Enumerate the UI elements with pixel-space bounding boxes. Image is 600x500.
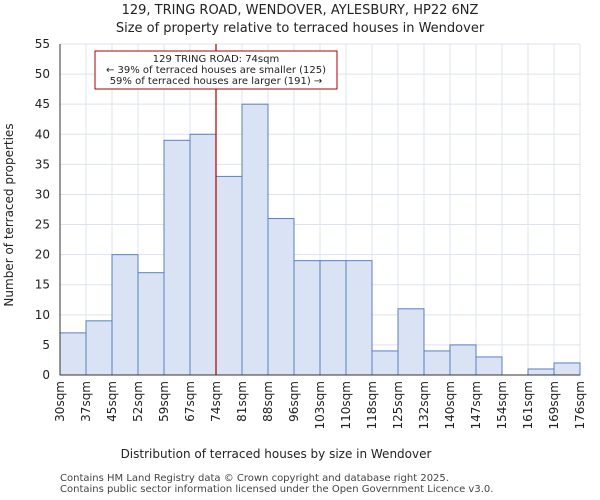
bar-161sqm	[527, 368, 555, 376]
y-axis-label: Number of terraced properties	[2, 123, 16, 306]
x-tick-label: 45sqm	[105, 381, 119, 422]
y-tick-label: 15	[35, 278, 50, 292]
bar-67sqm	[189, 133, 217, 376]
x-tick-label: 30sqm	[53, 381, 67, 422]
chart-subtitle: Size of property relative to terraced ho…	[115, 21, 485, 36]
bar-45sqm	[111, 254, 139, 376]
bar-125sqm	[397, 308, 425, 376]
y-tick-label: 45	[35, 97, 50, 111]
bar-118sqm	[371, 350, 399, 376]
chart-title: 129, TRING ROAD, WENDOVER, AYLESBURY, HP…	[121, 3, 479, 18]
bars	[59, 103, 581, 376]
x-tick-label: 110sqm	[339, 381, 353, 429]
x-tick-label: 140sqm	[443, 381, 457, 429]
x-tick-label: 103sqm	[313, 381, 327, 429]
x-tick-label: 125sqm	[391, 381, 405, 429]
y-tick-labels: 0 5 10 15 20 25 30 35 40 45 50 55	[35, 37, 50, 382]
x-tick-label: 169sqm	[547, 381, 561, 429]
bar-132sqm	[423, 350, 451, 376]
x-tick-label: 118sqm	[365, 381, 379, 429]
axes	[59, 44, 580, 376]
y-tick-label: 50	[35, 67, 50, 81]
footer-licence: Contains public sector information licen…	[60, 484, 494, 495]
x-tick-labels: 30sqm 37sqm 45sqm 52sqm 59sqm 67sqm 74sqm 81sqm…	[53, 381, 587, 429]
y-tick-label: 35	[35, 157, 50, 171]
x-tick-label: 88sqm	[261, 381, 275, 422]
y-tick-label: 5	[42, 338, 50, 352]
x-tick-label: 81sqm	[235, 381, 249, 422]
annotation-border	[94, 50, 338, 90]
bar-169sqm	[553, 362, 581, 376]
bar-74sqm	[215, 175, 243, 376]
y-tick-label: 30	[35, 187, 50, 201]
x-tick-label: 96sqm	[287, 381, 301, 422]
x-tick-label: 52sqm	[131, 381, 145, 422]
footer-copyright: Contains HM Land Registry data © Crown c…	[60, 473, 449, 484]
x-axis-label: Distribution of terraced houses by size …	[121, 447, 432, 461]
y-tick-label: 20	[35, 248, 50, 262]
x-tick-label: 161sqm	[521, 381, 535, 429]
bar-30sqm	[59, 332, 87, 376]
x-tick-label: 74sqm	[209, 381, 223, 422]
bar-140sqm	[449, 344, 477, 376]
annotation-line-3: 59% of terraced houses are larger (191) …	[110, 76, 323, 87]
bar-88sqm	[267, 218, 295, 376]
x-tick-label: 176sqm	[573, 381, 587, 429]
x-tick-label: 132sqm	[417, 381, 431, 429]
annotation-line-2: ← 39% of terraced houses are smaller (12…	[106, 65, 326, 76]
y-tick-label: 55	[35, 37, 50, 51]
bar-110sqm	[345, 260, 373, 376]
bar-59sqm	[163, 139, 191, 376]
bar-147sqm	[475, 356, 503, 376]
bar-52sqm	[137, 272, 165, 376]
bar-81sqm	[241, 103, 269, 376]
bar-37sqm	[85, 320, 113, 376]
x-tick-label: 37sqm	[79, 381, 93, 422]
y-tick-label: 10	[35, 308, 50, 322]
annotation-box: 129 TRING ROAD: 74sqm ← 39% of terraced …	[94, 50, 338, 90]
annotation-line-1: 129 TRING ROAD: 74sqm	[153, 54, 279, 65]
bar-96sqm	[293, 260, 321, 376]
bar-103sqm	[319, 260, 347, 376]
x-tick-label: 147sqm	[469, 381, 483, 429]
y-tick-label: 40	[35, 127, 50, 141]
y-tick-label: 0	[42, 368, 50, 382]
x-tick-label: 154sqm	[495, 381, 509, 429]
x-tick-label: 59sqm	[157, 381, 171, 422]
x-tick-label: 67sqm	[183, 381, 197, 422]
y-tick-label: 25	[35, 218, 50, 232]
